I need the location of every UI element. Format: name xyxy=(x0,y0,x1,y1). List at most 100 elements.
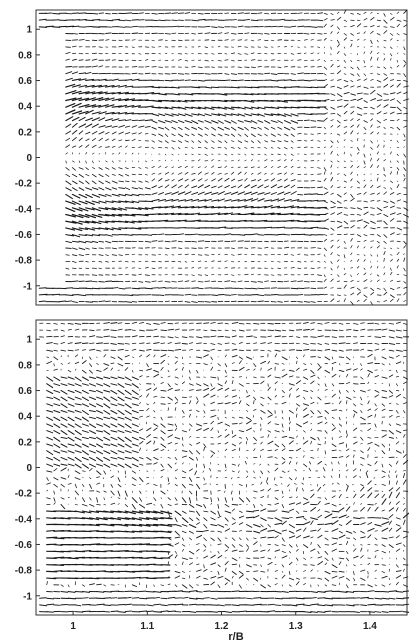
vector-arrow xyxy=(174,564,178,566)
vector-arrow xyxy=(374,537,378,541)
vector-arrow xyxy=(356,245,359,249)
vector-arrow xyxy=(71,137,77,142)
vector-arrow xyxy=(246,557,251,560)
vector-arrow xyxy=(324,430,328,434)
vector-arrow xyxy=(217,497,220,502)
vector-arrow xyxy=(360,335,365,338)
vector-arrow xyxy=(350,66,354,70)
vector-arrow xyxy=(395,436,398,439)
vector-arrow xyxy=(283,106,293,109)
vector-arrow xyxy=(160,475,163,478)
vector-arrow xyxy=(356,193,362,195)
vector-arrow xyxy=(267,584,271,588)
vector-arrow xyxy=(257,66,262,68)
vector-arrow xyxy=(67,430,75,435)
vector-arrow xyxy=(388,423,392,426)
vector-arrow xyxy=(111,173,116,176)
vector-arrow xyxy=(253,390,255,392)
vector-arrow xyxy=(290,133,295,137)
vector-arrow xyxy=(237,147,241,150)
vector-arrow xyxy=(343,160,346,163)
vector-arrow xyxy=(281,369,286,371)
vector-arrow xyxy=(381,403,385,407)
vector-arrow xyxy=(365,472,369,479)
vector-arrow xyxy=(390,66,393,69)
vector-arrow xyxy=(338,375,341,378)
vector-arrow xyxy=(171,12,178,14)
vector-arrow xyxy=(317,460,323,465)
vector-arrow xyxy=(131,200,140,204)
vector-arrow xyxy=(65,254,70,256)
vector-arrow xyxy=(238,400,242,405)
vector-arrow xyxy=(88,423,97,429)
vector-arrow xyxy=(78,207,89,212)
vector-arrow xyxy=(390,287,395,290)
vector-arrow xyxy=(46,335,53,338)
vector-arrow xyxy=(244,172,247,175)
vector-arrow xyxy=(197,79,205,82)
vector-arrow xyxy=(210,562,217,566)
vector-arrow xyxy=(237,287,244,290)
vector-arrow xyxy=(283,191,291,195)
vector-arrow xyxy=(295,423,302,428)
vector-arrow xyxy=(189,413,191,418)
vector-arrow xyxy=(381,450,386,455)
vector-arrow xyxy=(67,423,75,428)
vector-arrow xyxy=(310,390,314,393)
vector-arrow xyxy=(181,497,187,503)
vector-arrow xyxy=(160,469,165,472)
vector-arrow xyxy=(110,463,118,467)
vector-arrow xyxy=(67,597,76,600)
vector-arrow xyxy=(350,39,353,42)
vector-arrow xyxy=(211,294,218,296)
vector-arrow xyxy=(153,584,155,587)
vector-arrow xyxy=(267,383,269,387)
vector-arrow xyxy=(288,496,293,499)
vector-arrow xyxy=(110,502,116,505)
vector-arrow xyxy=(330,160,333,163)
vector-arrow xyxy=(46,342,53,344)
vector-arrow xyxy=(390,46,393,49)
vector-arrow xyxy=(197,106,207,110)
vector-arrow xyxy=(330,212,336,215)
vector-arrow xyxy=(360,507,365,512)
vector-arrow xyxy=(238,610,248,613)
vector-arrow xyxy=(274,329,281,332)
vector-arrow xyxy=(356,97,363,101)
vector-arrow xyxy=(370,254,373,257)
vector-arrow xyxy=(324,356,331,361)
vector-arrow xyxy=(343,139,346,142)
vector-arrow xyxy=(53,570,63,572)
vector-arrow xyxy=(105,160,108,163)
vector-arrow xyxy=(138,180,143,183)
vector-arrow xyxy=(350,171,353,175)
vector-arrow xyxy=(224,433,230,438)
vector-arrow xyxy=(270,198,280,202)
vector-arrow xyxy=(346,540,349,545)
vector-arrow xyxy=(343,131,348,135)
vector-arrow xyxy=(303,33,310,35)
vector-arrow xyxy=(338,557,345,560)
vector-arrow xyxy=(376,287,381,290)
vector-arrow xyxy=(204,274,209,276)
vector-arrow xyxy=(388,480,391,485)
vector-arrow xyxy=(46,416,54,421)
vector-arrow xyxy=(231,470,235,473)
vector-arrow xyxy=(403,361,405,364)
vector-arrow xyxy=(403,292,407,296)
vector-arrow xyxy=(67,584,70,588)
vector-arrow xyxy=(295,581,300,586)
vector-arrow xyxy=(53,502,56,505)
vector-arrow xyxy=(330,125,334,128)
vector-arrow xyxy=(105,104,115,108)
vector-arrow xyxy=(181,396,187,399)
vector-arrow xyxy=(177,12,185,14)
vector-arrow xyxy=(110,343,117,345)
vector-arrow xyxy=(390,187,393,190)
vector-arrow xyxy=(370,30,374,34)
vector-arrow xyxy=(283,212,294,216)
vector-arrow xyxy=(74,483,77,489)
vector-arrow xyxy=(60,410,68,413)
vector-arrow xyxy=(110,396,118,401)
vector-arrow xyxy=(65,193,73,200)
